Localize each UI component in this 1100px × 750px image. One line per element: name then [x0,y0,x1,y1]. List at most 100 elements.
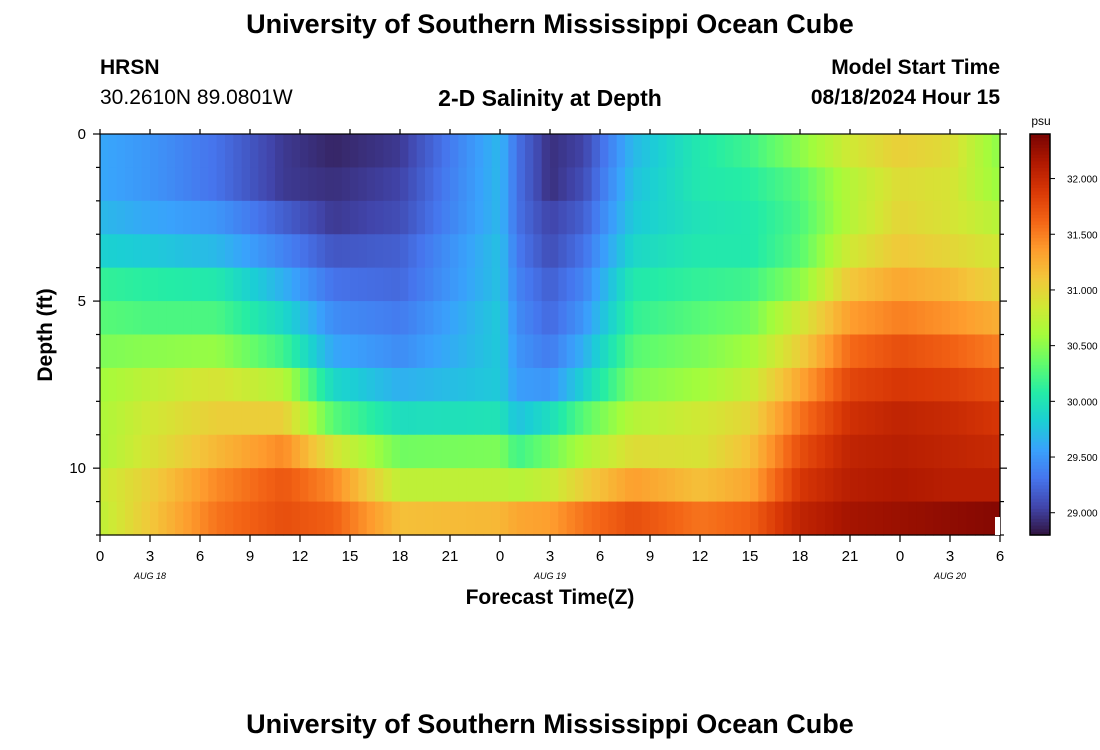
heatmap-cell [250,401,259,436]
heatmap-cell [433,134,443,169]
heatmap-cell [100,367,109,402]
heatmap-cell [925,200,934,235]
heatmap-cell [866,301,876,336]
heatmap-cell [250,468,259,503]
heatmap-cell [116,334,126,369]
heatmap-cell [808,267,818,302]
heatmap-cell [666,501,676,536]
heatmap-cell [458,401,468,436]
heatmap-cell [666,468,676,503]
heatmap-cell [875,434,884,469]
heatmap-cell [408,401,418,436]
heatmap-cell [725,501,734,536]
heatmap-cell [566,134,576,169]
heatmap-cell [600,367,609,402]
heatmap-cell [733,468,743,503]
heatmap-cell [741,200,751,235]
heatmap-cell [916,501,926,536]
heatmap-cell [958,468,968,503]
colorbar-segment [1030,194,1050,199]
heatmap-cell [491,200,501,235]
heatmap-cell [200,468,209,503]
heatmap-cell [100,267,109,302]
heatmap-cell [675,501,684,536]
colorbar-segment [1030,237,1050,242]
heatmap-cell [583,401,593,436]
heatmap-cell [975,401,984,436]
heatmap-cell [850,234,859,269]
heatmap-cell [850,434,859,469]
heatmap-cell [500,134,509,169]
heatmap-cell [566,401,576,436]
heatmap-cell [433,200,443,235]
heatmap-cell [391,200,401,235]
colorbar-segment [1030,321,1050,326]
colorbar-segment [1030,334,1050,339]
heatmap-cell [491,134,501,169]
heatmap-cell [458,367,468,402]
heatmap-cell [183,301,193,336]
heatmap-cell [475,334,484,369]
heatmap-cell [108,434,118,469]
heatmap-cell [308,167,318,202]
heatmap-cell [608,367,618,402]
x-date-label: AUG 18 [133,571,166,581]
heatmap-cell [425,334,434,369]
heatmap-cell [791,200,801,235]
heatmap-cell [650,134,659,169]
heatmap-cell [975,234,984,269]
heatmap-cell [508,267,518,302]
heatmap-cell [550,334,559,369]
heatmap-cell [616,200,626,235]
colorbar-segment [1030,267,1050,272]
heatmap-cell [908,434,918,469]
colorbar-segment [1030,204,1050,209]
heatmap-cell [175,468,184,503]
heatmap-cell [950,167,959,202]
heatmap-cell [241,468,251,503]
heatmap-cell [475,234,484,269]
heatmap-cell [833,134,843,169]
colorbar-segment [1030,281,1050,285]
heatmap-cell [133,267,143,302]
heatmap-cell [900,167,909,202]
heatmap-cell [558,334,568,369]
heatmap-cell [375,434,384,469]
heatmap-cell [983,301,993,336]
heatmap-cell [450,401,459,436]
heatmap-cell [791,401,801,436]
heatmap-cell [908,334,918,369]
heatmap-cell [691,167,701,202]
heatmap-cell [841,468,851,503]
heatmap-cell [775,401,784,436]
heatmap-cell [883,468,893,503]
heatmap-cell [516,134,526,169]
heatmap-cell [425,501,434,536]
heatmap-cell [366,167,376,202]
heatmap-cell [550,167,559,202]
heatmap-cell [783,334,793,369]
heatmap-cell [158,334,168,369]
heatmap-cell [883,234,893,269]
heatmap-cell [275,334,284,369]
heatmap-cell [925,367,934,402]
colorbar-segment [1030,220,1050,225]
heatmap-cell [950,434,959,469]
heatmap-cell [675,267,684,302]
heatmap-cell [175,167,184,202]
heatmap-cell [508,301,518,336]
heatmap-cell [433,234,443,269]
heatmap-cell [291,434,301,469]
heatmap-cell [441,501,451,536]
heatmap-cell [866,501,876,536]
heatmap-cell [325,334,334,369]
colorbar-segment [1030,154,1050,158]
heatmap-cell [150,134,159,169]
heatmap-cell [550,501,559,536]
heatmap-cell [933,401,943,436]
heatmap-cell [466,434,476,469]
heatmap-cell [500,167,509,202]
heatmap-cell [266,301,276,336]
heatmap-cell [366,334,376,369]
heatmap-cell [625,501,634,536]
